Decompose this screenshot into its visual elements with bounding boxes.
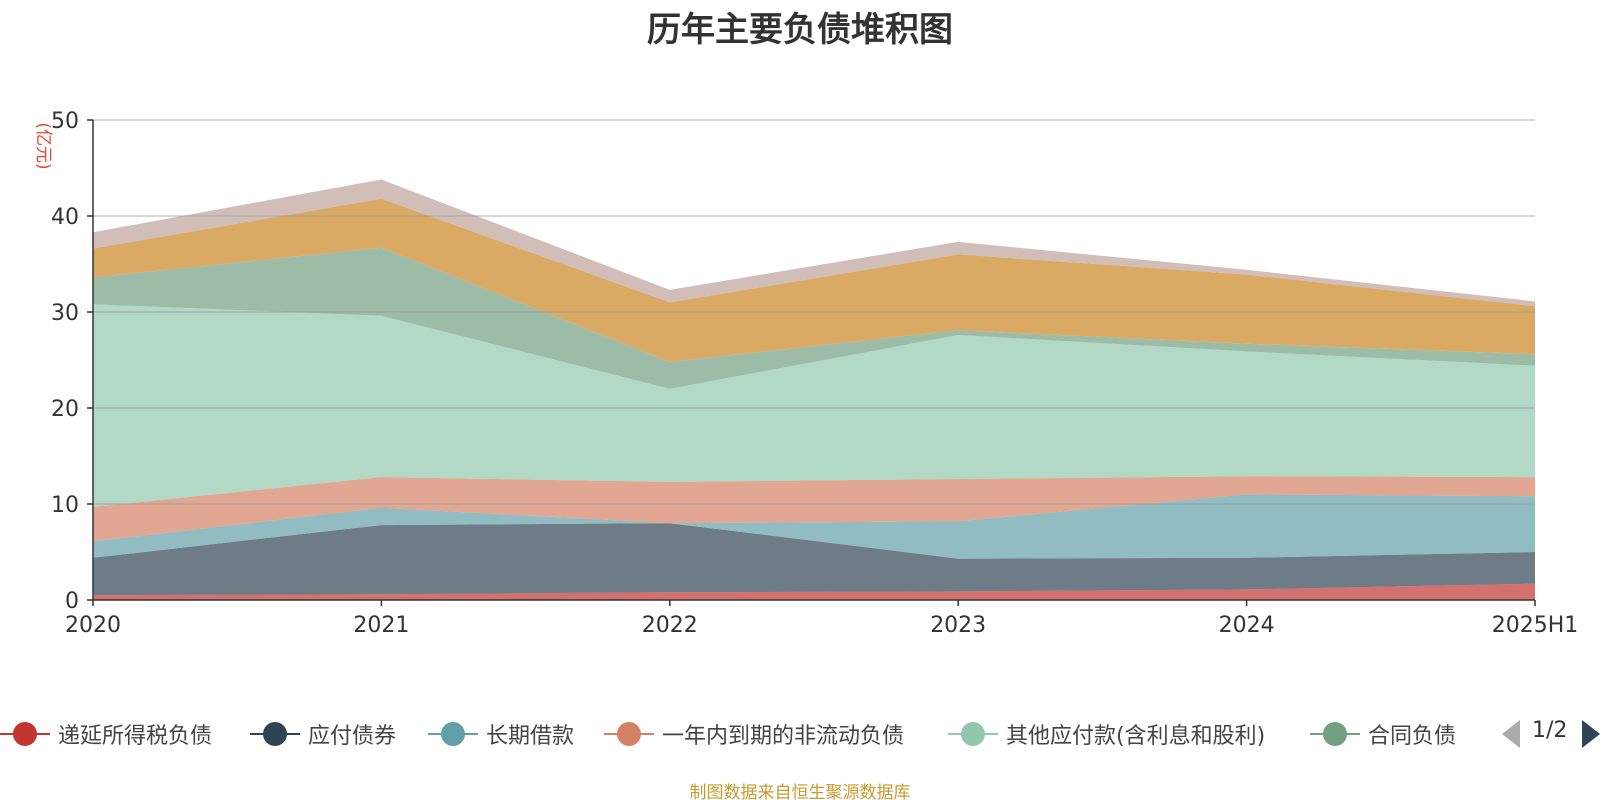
legend-pager: 1/2	[1502, 716, 1600, 752]
x-tick-label-4: 2024	[1219, 613, 1275, 638]
y-tick-label-20: 20	[51, 397, 79, 422]
legend-label: 递延所得税负债	[58, 724, 213, 749]
y-tick-label-40: 40	[51, 205, 79, 230]
legend-marker-icon	[0, 719, 50, 749]
area-series-0	[93, 583, 1535, 600]
y-tick-label-50: 50	[51, 109, 79, 134]
legend-dot-icon	[441, 722, 465, 746]
legend-label: 一年内到期的非流动负债	[662, 724, 905, 749]
legend-marker-icon	[250, 719, 300, 749]
source-note: 制图数据来自恒生聚源数据库	[689, 783, 911, 803]
legend-dot-icon	[13, 722, 37, 746]
x-tick-label-5: 2025H1	[1492, 613, 1579, 638]
legend-item-1[interactable]: 应付债券	[250, 712, 396, 756]
legend-marker-icon	[604, 719, 654, 749]
legend-item-5[interactable]: 合同负债	[1310, 712, 1456, 756]
area-series-2	[93, 494, 1535, 559]
legend-item-2[interactable]: 长期借款	[428, 712, 574, 756]
legend-item-3[interactable]: 一年内到期的非流动负债	[604, 712, 904, 756]
x-tick-label-3: 2023	[930, 613, 986, 638]
x-tick-label-0: 2020	[65, 613, 121, 638]
area-series-1	[93, 523, 1535, 596]
legend-marker-icon	[1310, 719, 1360, 749]
x-tick-label-1: 2021	[353, 613, 409, 638]
legend-label: 应付债券	[308, 724, 397, 749]
chart-title: 历年主要负债堆积图	[647, 10, 953, 50]
legend-marker-icon	[428, 719, 478, 749]
area-series-6	[93, 198, 1535, 362]
area-series-7	[93, 179, 1535, 307]
legend-label: 合同负债	[1368, 724, 1457, 749]
legend: 递延所得税负债 应付债券 长期借款 一年内到期的非流动负债 其他应付款(含利息和股利) 合…	[0, 712, 1600, 756]
legend-dot-icon	[263, 722, 287, 746]
legend-item-4[interactable]: 其他应付款(含利息和股利)	[948, 712, 1265, 756]
legend-dot-icon	[961, 722, 985, 746]
legend-page-indicator: 1/2	[1532, 718, 1568, 743]
legend-marker-icon	[948, 719, 998, 749]
legend-dot-icon	[1323, 722, 1347, 746]
area-series-4	[93, 304, 1535, 507]
legend-next-page-icon[interactable]	[1582, 720, 1600, 748]
x-tick-label-2: 2022	[642, 613, 698, 638]
area-series-3	[93, 476, 1535, 542]
area-series-5	[93, 247, 1535, 389]
legend-item-0[interactable]: 递延所得税负债	[0, 712, 212, 756]
legend-label: 长期借款	[486, 724, 575, 749]
y-tick-label-30: 30	[51, 301, 79, 326]
legend-prev-page-icon[interactable]	[1502, 720, 1520, 748]
y-tick-label-10: 10	[51, 493, 79, 518]
y-axis-unit-label: (亿元)	[33, 122, 53, 169]
legend-dot-icon	[617, 722, 641, 746]
legend-label: 其他应付款(含利息和股利)	[1006, 724, 1266, 749]
y-tick-label-0: 0	[65, 589, 79, 614]
